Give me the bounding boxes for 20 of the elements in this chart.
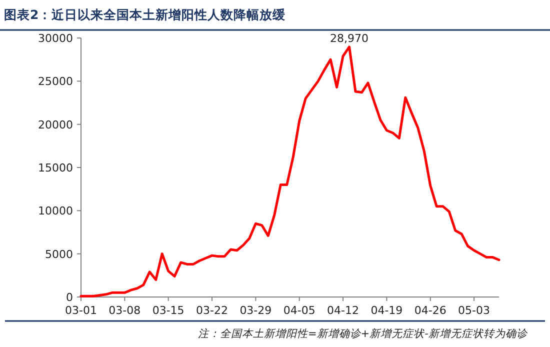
x-tick-label: 03-15: [152, 304, 184, 317]
x-tick-label: 04-12: [327, 304, 360, 317]
x-tick-label: 03-29: [240, 304, 272, 317]
x-tick-label: 04-05: [283, 304, 316, 317]
x-tick-label: 03-08: [108, 304, 141, 317]
x-tick-label: 05-03: [458, 304, 490, 317]
y-tick-label: 5000: [45, 248, 73, 261]
y-tick-label: 30000: [38, 32, 73, 45]
x-tick-label: 04-19: [370, 304, 403, 317]
chart-title: 图表2：近日以来全国本土新增阳性人数降幅放缓: [4, 7, 287, 22]
y-tick-label: 25000: [38, 75, 73, 88]
y-tick-label: 10000: [38, 204, 73, 218]
y-tick-label: 15000: [38, 162, 73, 174]
y-tick-label: 20000: [38, 118, 73, 132]
x-tick-label: 03-01: [65, 304, 97, 317]
y-tick-label: 0: [66, 291, 73, 304]
annotation: 28,970: [330, 32, 369, 45]
x-tick-label: 04-26: [414, 304, 446, 317]
x-tick-label: 03-22: [196, 304, 228, 317]
text: 注：全国本土新增阳性=新增确诊+新增无症状-新增无症状转为确诊: [198, 328, 528, 340]
